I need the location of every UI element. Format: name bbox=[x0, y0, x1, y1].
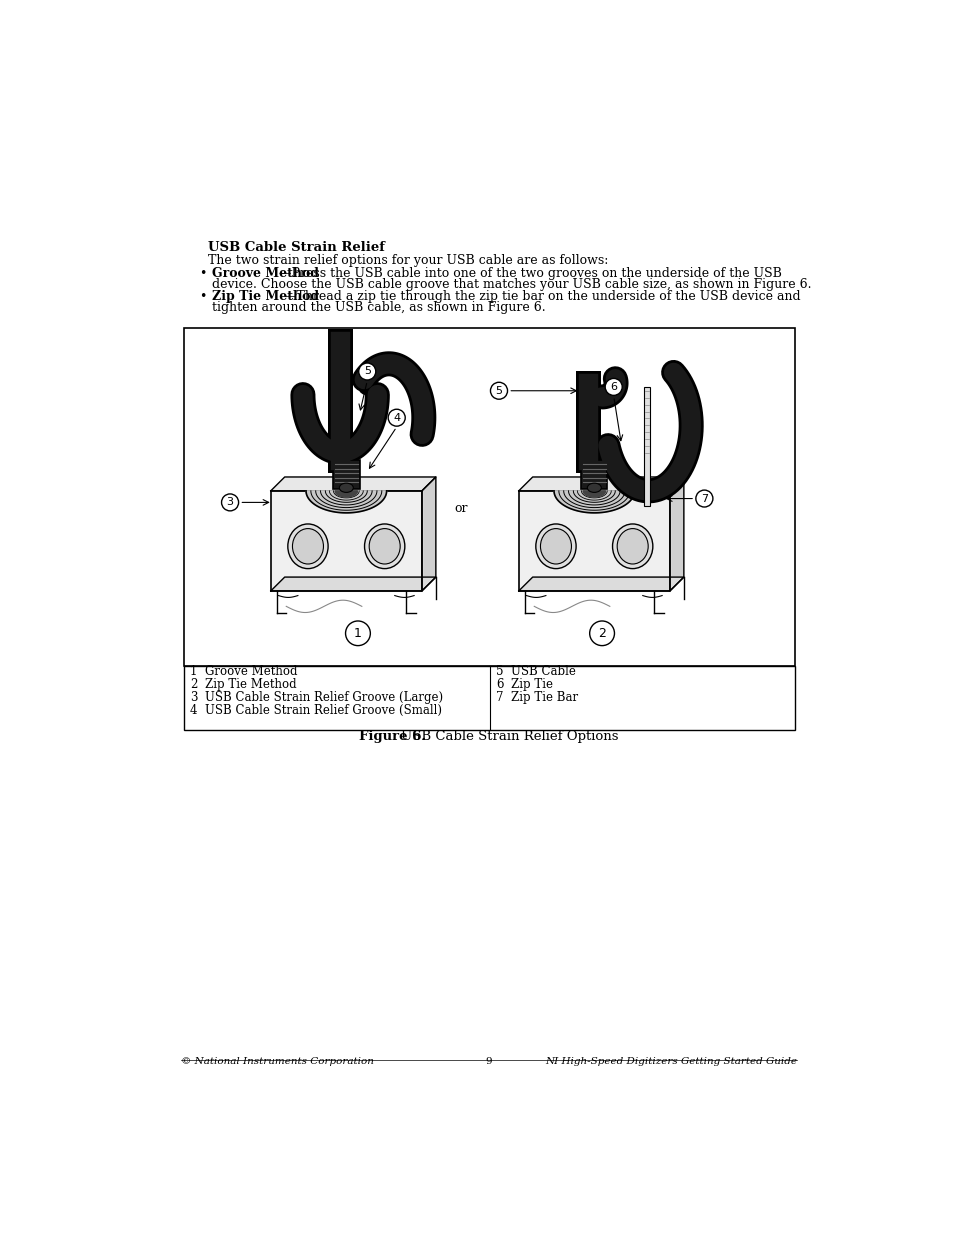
Text: 7: 7 bbox=[496, 692, 503, 704]
Circle shape bbox=[490, 383, 507, 399]
Text: USB Cable Strain Relief Groove (Large): USB Cable Strain Relief Groove (Large) bbox=[205, 692, 443, 704]
Circle shape bbox=[589, 621, 614, 646]
Polygon shape bbox=[518, 490, 669, 592]
Polygon shape bbox=[271, 477, 436, 490]
Text: Zip Tie Bar: Zip Tie Bar bbox=[511, 692, 578, 704]
Text: Groove Method: Groove Method bbox=[205, 664, 297, 678]
Ellipse shape bbox=[369, 529, 399, 564]
Circle shape bbox=[221, 494, 238, 511]
Bar bbox=[580, 461, 607, 489]
Text: 4: 4 bbox=[190, 704, 197, 718]
Text: Zip Tie Method: Zip Tie Method bbox=[212, 290, 319, 303]
Ellipse shape bbox=[364, 524, 404, 568]
Ellipse shape bbox=[540, 529, 571, 564]
Bar bbox=[643, 387, 649, 506]
Polygon shape bbox=[518, 477, 683, 490]
Text: 9: 9 bbox=[485, 1057, 492, 1067]
Text: 6: 6 bbox=[496, 678, 503, 690]
Circle shape bbox=[388, 409, 405, 426]
Polygon shape bbox=[421, 477, 436, 592]
Polygon shape bbox=[582, 490, 605, 496]
Text: Groove Method: Groove Method bbox=[212, 267, 319, 280]
Text: USB Cable Strain Relief Groove (Small): USB Cable Strain Relief Groove (Small) bbox=[205, 704, 442, 718]
Text: •: • bbox=[199, 290, 206, 303]
Text: tighten around the USB cable, as shown in Figure 6.: tighten around the USB cable, as shown i… bbox=[212, 300, 545, 314]
Text: —Thread a zip tie through the zip tie bar on the underside of the USB device and: —Thread a zip tie through the zip tie ba… bbox=[283, 290, 800, 303]
Ellipse shape bbox=[617, 529, 647, 564]
Text: —Press the USB cable into one of the two grooves on the underside of the USB: —Press the USB cable into one of the two… bbox=[278, 267, 781, 280]
Ellipse shape bbox=[612, 524, 652, 568]
Text: USB Cable Strain Relief: USB Cable Strain Relief bbox=[208, 241, 385, 253]
Bar bbox=[183, 666, 794, 730]
Text: or: or bbox=[454, 503, 467, 515]
Text: 6: 6 bbox=[610, 382, 617, 391]
Text: The two strain relief options for your USB cable are as follows:: The two strain relief options for your U… bbox=[208, 253, 608, 267]
Text: USB Cable Strain Relief Options: USB Cable Strain Relief Options bbox=[400, 730, 618, 742]
Text: Zip Tie: Zip Tie bbox=[511, 678, 553, 690]
Bar bbox=[183, 327, 794, 666]
Polygon shape bbox=[518, 577, 683, 592]
Text: © National Instruments Corporation: © National Instruments Corporation bbox=[181, 1057, 374, 1067]
Bar bbox=[333, 461, 359, 489]
Text: 2: 2 bbox=[190, 678, 197, 690]
Text: 7: 7 bbox=[700, 494, 707, 504]
Text: Zip Tie Method: Zip Tie Method bbox=[205, 678, 296, 690]
Ellipse shape bbox=[339, 483, 353, 493]
Text: 2: 2 bbox=[598, 627, 605, 640]
Ellipse shape bbox=[293, 529, 323, 564]
Text: 4: 4 bbox=[393, 412, 400, 422]
Text: 5: 5 bbox=[495, 385, 502, 395]
Text: USB Cable: USB Cable bbox=[511, 664, 576, 678]
Polygon shape bbox=[271, 577, 436, 592]
Ellipse shape bbox=[536, 524, 576, 568]
Text: 5: 5 bbox=[496, 664, 503, 678]
Circle shape bbox=[358, 363, 375, 380]
Circle shape bbox=[695, 490, 712, 508]
Text: device. Choose the USB cable groove that matches your USB cable size, as shown i: device. Choose the USB cable groove that… bbox=[212, 278, 811, 290]
Circle shape bbox=[604, 378, 621, 395]
Polygon shape bbox=[554, 490, 634, 513]
Text: 1: 1 bbox=[190, 664, 197, 678]
Ellipse shape bbox=[587, 483, 600, 493]
Text: Figure 6.: Figure 6. bbox=[359, 730, 426, 742]
Polygon shape bbox=[306, 490, 386, 513]
Text: •: • bbox=[199, 267, 206, 280]
Text: 3: 3 bbox=[190, 692, 197, 704]
Ellipse shape bbox=[288, 524, 328, 568]
Polygon shape bbox=[335, 490, 357, 496]
Circle shape bbox=[345, 621, 370, 646]
Polygon shape bbox=[271, 490, 421, 592]
Text: NI High-Speed Digitizers Getting Started Guide: NI High-Speed Digitizers Getting Started… bbox=[545, 1057, 797, 1067]
Polygon shape bbox=[669, 477, 683, 592]
Text: 1: 1 bbox=[354, 627, 361, 640]
Text: 5: 5 bbox=[363, 367, 371, 377]
Text: 3: 3 bbox=[227, 498, 233, 508]
